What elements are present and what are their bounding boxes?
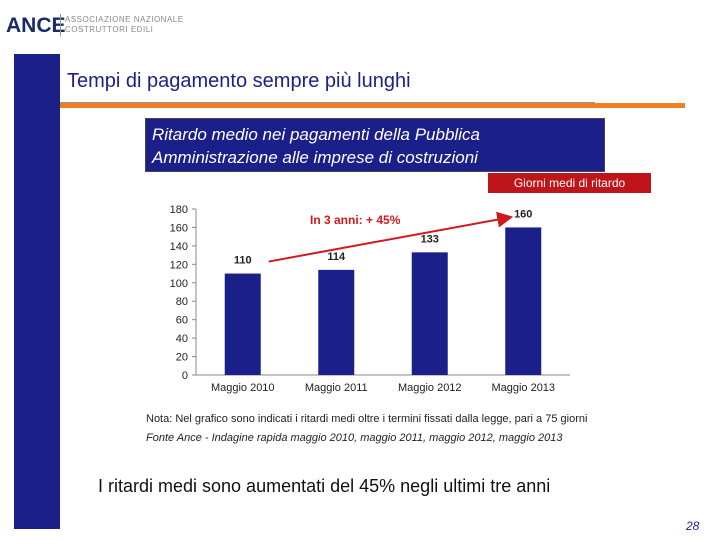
subtitle-box: Ritardo medio nei pagamenti della Pubbli… <box>145 118 605 172</box>
x-tick-label: Maggio 2013 <box>491 382 555 394</box>
x-tick-label: Maggio 2011 <box>305 382 368 394</box>
y-tick-label: 20 <box>176 352 188 364</box>
y-tick-label: 180 <box>170 204 188 216</box>
ance-logo: ANCE <box>6 14 66 37</box>
title-accent-line <box>60 103 685 108</box>
y-tick-label: 120 <box>170 259 188 271</box>
bar-maggio-2013 <box>505 227 542 375</box>
y-tick-label: 40 <box>176 333 188 345</box>
data-label: 160 <box>514 208 532 220</box>
data-label: 114 <box>327 251 346 263</box>
trend-arrow <box>268 211 514 263</box>
bar-maggio-2012 <box>411 252 448 375</box>
page-number: 28 <box>686 519 700 533</box>
left-accent-bar <box>14 54 60 529</box>
y-tick-label: 140 <box>170 241 188 253</box>
chart-legend: Giorni medi di ritardo <box>487 172 652 194</box>
title-rule <box>60 102 595 103</box>
y-tick-label: 80 <box>176 296 188 308</box>
bar-maggio-2011 <box>318 269 355 375</box>
x-tick-label: Maggio 2010 <box>211 382 275 394</box>
conclusion-text: I ritardi medi sono aumentati del 45% ne… <box>98 476 551 496</box>
y-tick-label: 0 <box>182 370 188 382</box>
y-tick-label: 100 <box>170 278 188 290</box>
slide-title: Tempi di pagamento sempre più lunghi <box>67 70 411 92</box>
org-name: ASSOCIAZIONE NAZIONALE COSTRUTTORI EDILI <box>65 15 184 35</box>
chart-note: Nota: Nel grafico sono indicati i ritard… <box>146 413 588 425</box>
x-tick-label: Maggio 2012 <box>398 382 462 394</box>
y-tick-label: 160 <box>170 222 188 234</box>
bar-maggio-2010 <box>224 273 261 375</box>
chart-annotation: In 3 anni: + 45% <box>310 213 401 227</box>
org-name-line2: COSTRUTTORI EDILI <box>65 25 154 34</box>
subtitle-line2: Amministrazione alle imprese di costruzi… <box>152 148 478 167</box>
bar-chart: 0 20 40 60 80 100 120 140 160 180 Maggio 2010 Magg… <box>170 204 570 394</box>
data-label: 133 <box>421 233 439 245</box>
logo-divider <box>60 14 61 36</box>
chart-source: Fonte Ance - Indagine rapida maggio 2010… <box>146 432 563 444</box>
subtitle-line1: Ritardo medio nei pagamenti della Pubbli… <box>152 125 480 144</box>
org-name-line1: ASSOCIAZIONE NAZIONALE <box>65 15 184 24</box>
y-tick-label: 60 <box>176 315 188 327</box>
data-label: 110 <box>234 255 252 267</box>
